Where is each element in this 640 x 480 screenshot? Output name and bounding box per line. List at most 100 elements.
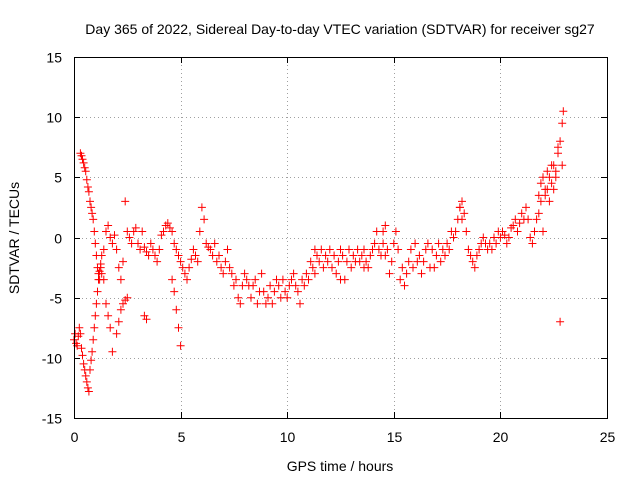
data-point — [76, 329, 85, 338]
data-point — [215, 251, 223, 260]
data-point — [163, 219, 172, 228]
data-point — [121, 197, 130, 206]
data-point — [547, 179, 556, 188]
data-point — [88, 209, 97, 218]
data-point — [419, 257, 428, 266]
data-point — [445, 245, 454, 254]
data-point — [549, 185, 558, 194]
data-point — [159, 227, 168, 236]
data-point — [492, 239, 501, 248]
data-point — [274, 281, 283, 290]
data-point — [212, 257, 221, 266]
data-point — [513, 227, 522, 236]
x-tick-label: 20 — [493, 429, 509, 445]
data-point — [270, 287, 279, 296]
data-point — [302, 269, 311, 278]
data-point — [541, 185, 550, 194]
data-point — [281, 287, 290, 296]
data-point — [83, 383, 92, 392]
x-tick-label: 10 — [280, 429, 296, 445]
data-point — [210, 239, 219, 248]
data-point — [80, 163, 89, 172]
data-point — [82, 175, 91, 184]
data-point — [291, 281, 300, 290]
data-point — [78, 155, 87, 164]
data-point — [543, 167, 552, 176]
data-point — [345, 245, 353, 254]
data-point — [92, 299, 101, 308]
data-point — [78, 351, 87, 360]
data-point — [110, 231, 119, 240]
data-point — [112, 329, 121, 338]
data-point — [310, 269, 319, 278]
data-point — [394, 245, 403, 254]
data-point — [330, 251, 339, 260]
data-point — [227, 269, 236, 278]
data-point — [219, 269, 228, 278]
data-point — [266, 281, 275, 290]
data-point — [136, 245, 145, 254]
data-point — [79, 158, 88, 167]
data-point — [296, 299, 304, 308]
data-point — [86, 197, 94, 206]
data-point — [449, 233, 458, 242]
data-point — [539, 227, 547, 236]
data-point — [387, 257, 396, 266]
data-point — [84, 187, 93, 196]
data-point — [304, 275, 313, 284]
data-point — [334, 257, 343, 266]
data-point — [349, 251, 358, 260]
data-point — [522, 203, 530, 212]
data-point — [114, 317, 123, 326]
data-point — [225, 263, 234, 272]
data-point — [87, 203, 96, 212]
data-point — [462, 227, 471, 236]
data-point — [443, 239, 452, 248]
data-point — [430, 263, 439, 272]
data-point — [310, 245, 319, 254]
data-point — [470, 263, 479, 272]
data-point — [81, 371, 90, 380]
data-point — [404, 257, 413, 266]
x-tick-label: 25 — [600, 429, 616, 445]
data-point — [185, 263, 194, 272]
data-point — [257, 269, 266, 278]
data-point — [455, 203, 464, 212]
data-point — [441, 251, 449, 260]
y-tick-label: 10 — [46, 110, 62, 126]
data-point — [551, 173, 560, 182]
data-point — [97, 269, 106, 278]
data-point — [534, 209, 543, 218]
data-point — [259, 287, 268, 296]
data-point — [554, 149, 562, 158]
data-point — [168, 227, 177, 236]
data-point — [77, 151, 86, 160]
data-point — [558, 161, 567, 170]
data-point — [464, 245, 473, 254]
data-point — [140, 243, 149, 252]
grid-lines — [74, 57, 607, 418]
data-point — [229, 281, 238, 290]
data-point — [83, 183, 92, 191]
data-point — [528, 239, 537, 248]
data-point — [102, 299, 110, 308]
axis-ticks — [74, 57, 608, 419]
data-point — [170, 239, 179, 248]
data-point — [114, 263, 123, 272]
y-tick-label: -5 — [50, 291, 63, 307]
data-point — [338, 251, 347, 260]
data-point — [81, 167, 90, 176]
data-point — [129, 227, 138, 236]
data-point — [123, 293, 132, 302]
y-tick-label: 5 — [54, 170, 62, 186]
data-point — [87, 356, 96, 365]
data-point — [374, 245, 383, 254]
data-point — [96, 263, 105, 272]
data-point — [278, 275, 287, 284]
data-point — [251, 275, 260, 284]
data-point — [88, 347, 97, 356]
data-point — [146, 239, 155, 248]
data-point — [415, 251, 424, 260]
data-point — [77, 344, 86, 353]
